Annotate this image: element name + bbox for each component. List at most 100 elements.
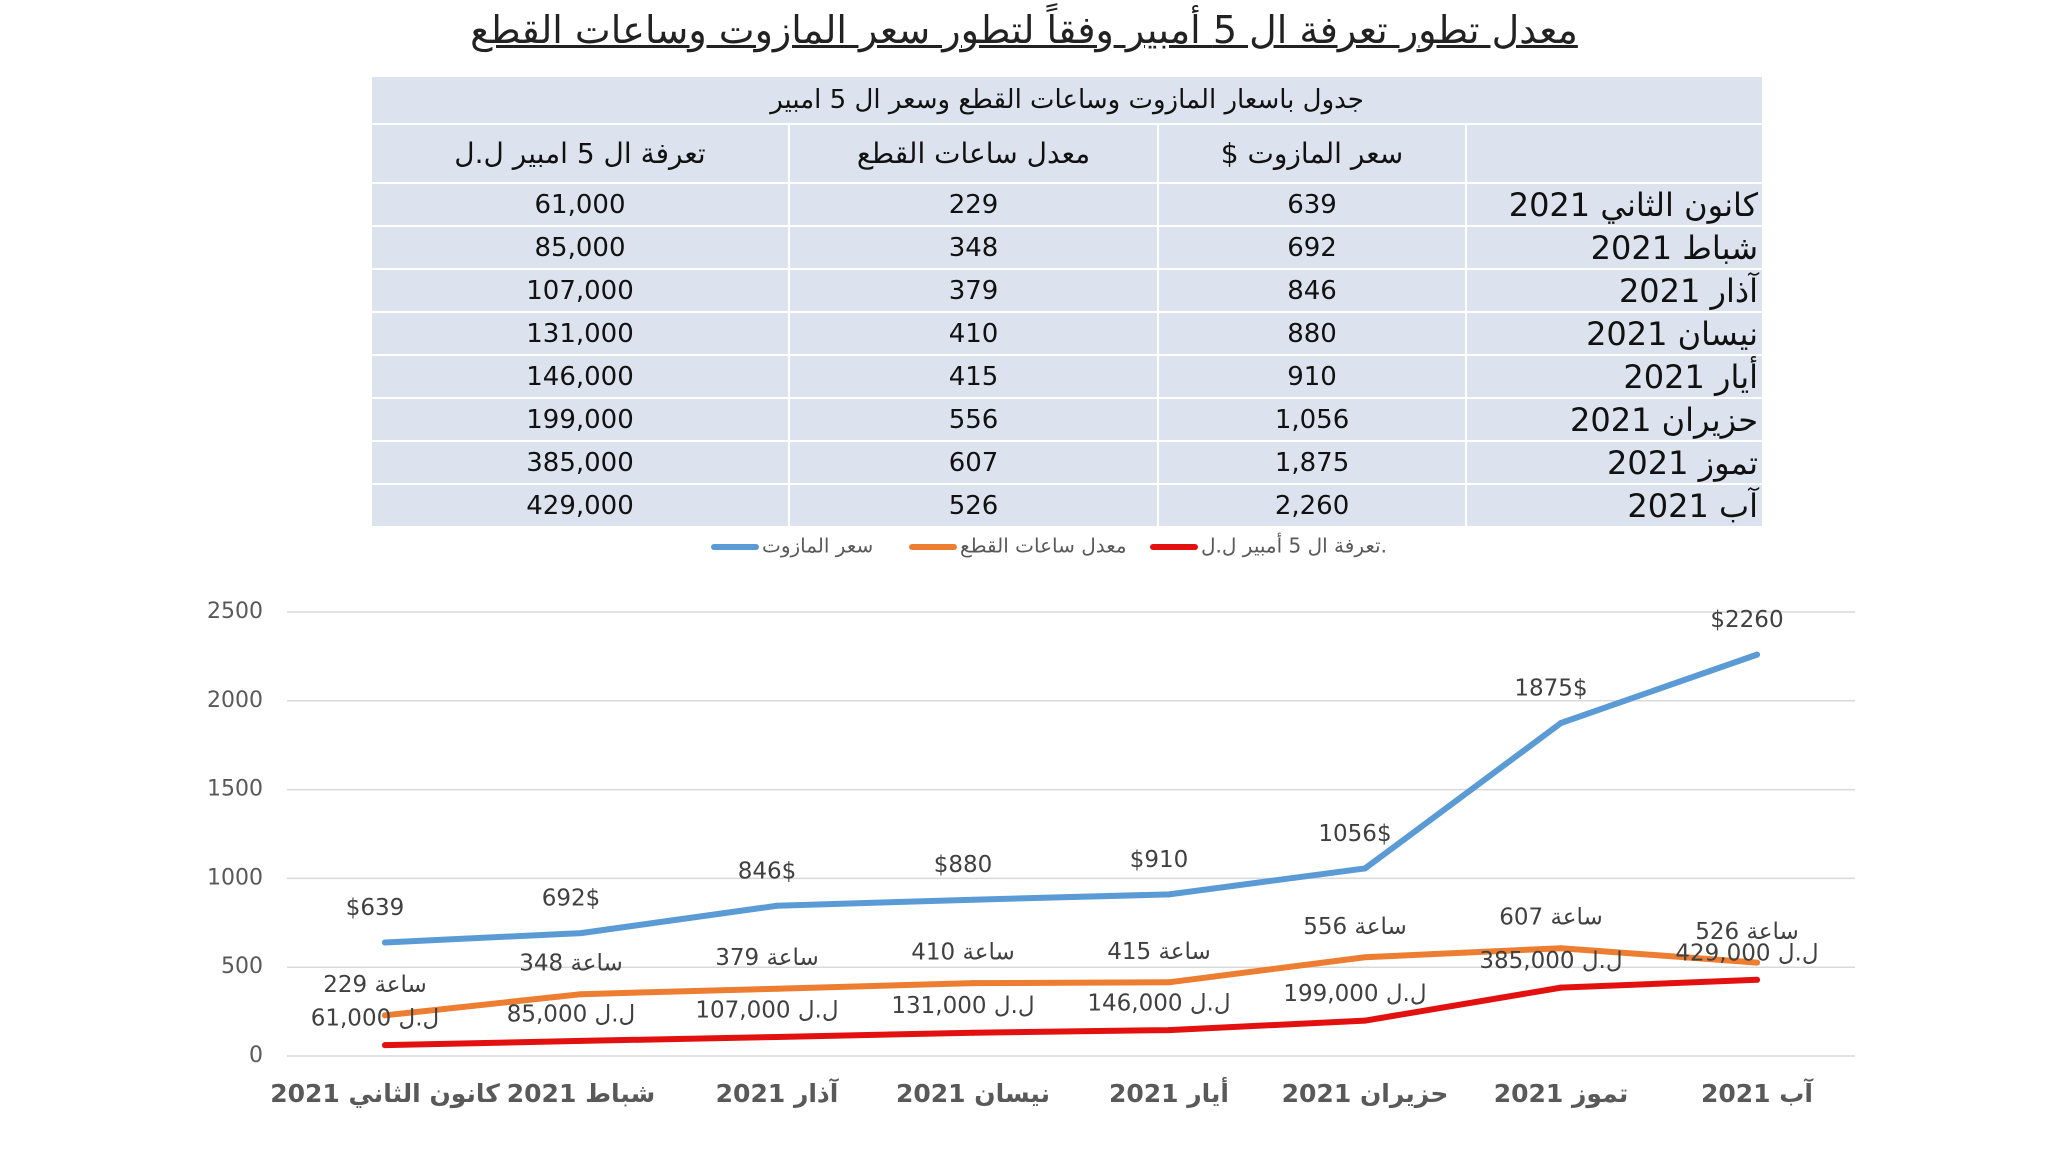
data-point xyxy=(970,980,976,987)
data-point xyxy=(382,939,388,946)
value-cell: 199,000 xyxy=(369,397,791,442)
table-caption: جدول باسعار المازوت وساعات القطع وسعر ال… xyxy=(369,75,1765,125)
data-label: $910 xyxy=(1130,847,1189,873)
header-cell xyxy=(1465,123,1765,184)
data-label: 556 ساعة xyxy=(1303,914,1407,940)
value-cell: 229 xyxy=(788,182,1160,227)
x-tick-label: تموز 2021 xyxy=(1494,1079,1629,1109)
value-cell: 415 xyxy=(788,354,1160,399)
y-tick-label: 1000 xyxy=(207,865,263,890)
y-tick-label: 0 xyxy=(249,1043,263,1068)
legend-label: سعر المازوت xyxy=(762,534,873,558)
table-row: آب 2021 2,260 526 429,000 xyxy=(369,483,1765,528)
table-body: جدول باسعار المازوت وساعات القطع وسعر ال… xyxy=(369,75,1765,528)
data-point xyxy=(578,991,584,998)
data-label: ل.ل 146,000 xyxy=(1087,991,1230,1017)
value-cell: 692 xyxy=(1157,225,1468,270)
month-cell: تموز 2021 xyxy=(1465,440,1765,485)
value-cell: 880 xyxy=(1157,311,1468,356)
month-cell: أيار 2021 xyxy=(1465,354,1765,399)
value-cell: 1,875 xyxy=(1157,440,1468,485)
value-cell: 107,000 xyxy=(369,268,791,313)
x-tick-label: أيار 2021 xyxy=(1109,1077,1229,1108)
value-cell: 410 xyxy=(788,311,1160,356)
data-point xyxy=(1362,865,1368,872)
data-point xyxy=(1362,1017,1368,1024)
table-row: أيار 2021 910 415 146,000 xyxy=(369,354,1765,399)
data-point xyxy=(1754,959,1760,966)
data-label: 410 ساعة xyxy=(911,940,1015,966)
value-cell: 526 xyxy=(788,483,1160,528)
header-cell: سعر المازوت $ xyxy=(1157,123,1468,184)
table-row: آذار 2021 846 379 107,000 xyxy=(369,268,1765,313)
value-cell: 607 xyxy=(788,440,1160,485)
month-cell: شباط 2021 xyxy=(1465,225,1765,270)
value-cell: 429,000 xyxy=(369,483,791,528)
x-tick-label: شباط 2021 xyxy=(507,1079,655,1108)
data-table: جدول باسعار المازوت وساعات القطع وسعر ال… xyxy=(369,75,1765,528)
data-point xyxy=(1558,945,1564,952)
table-row: شباط 2021 692 348 85,000 xyxy=(369,225,1765,270)
data-point xyxy=(970,896,976,903)
data-point xyxy=(578,930,584,937)
data-label: 348 ساعة xyxy=(519,951,623,977)
value-cell: 846 xyxy=(1157,268,1468,313)
value-cell: 385,000 xyxy=(369,440,791,485)
data-label: 229 ساعة xyxy=(323,972,427,998)
legend-label: معدل ساعات القطع xyxy=(960,534,1127,558)
data-label: ل.ل 107,000 xyxy=(695,997,838,1023)
data-point xyxy=(382,1012,388,1019)
x-tick-label: كانون الثاني 2021 xyxy=(270,1079,500,1109)
month-cell: حزيران 2021 xyxy=(1465,397,1765,442)
value-cell: 379 xyxy=(788,268,1160,313)
value-cell: 2,260 xyxy=(1157,483,1468,528)
data-label: 526 ساعة xyxy=(1695,919,1799,945)
data-label: 415 ساعة xyxy=(1107,939,1211,965)
data-label: 1056$ xyxy=(1318,821,1391,847)
y-tick-label: 1500 xyxy=(207,777,263,802)
data-label: 1875$ xyxy=(1514,676,1587,702)
data-point xyxy=(970,1029,976,1036)
data-label: ل.ل 199,000 xyxy=(1283,981,1426,1007)
caption-row: جدول باسعار المازوت وساعات القطع وسعر ال… xyxy=(369,75,1765,125)
month-cell: كانون الثاني 2021 xyxy=(1465,182,1765,227)
month-cell: نيسان 2021 xyxy=(1465,311,1765,356)
data-point xyxy=(1558,984,1564,991)
value-cell: 639 xyxy=(1157,182,1468,227)
data-point xyxy=(774,902,780,909)
series-line xyxy=(382,945,1760,1019)
data-label: 379 ساعة xyxy=(715,945,819,971)
header-cell: تعرفة ال 5 امبير ل.ل xyxy=(369,123,791,184)
x-tick-label: نيسان 2021 xyxy=(896,1079,1050,1108)
value-cell: 1,056 xyxy=(1157,397,1468,442)
header-row: سعر المازوت $ معدل ساعات القطع تعرفة ال 5 … xyxy=(369,123,1765,184)
data-point xyxy=(1166,979,1172,986)
y-tick-label: 500 xyxy=(221,954,263,979)
value-cell: 61,000 xyxy=(369,182,791,227)
data-label: 692$ xyxy=(542,886,601,912)
table-row: نيسان 2021 880 410 131,000 xyxy=(369,311,1765,356)
value-cell: 131,000 xyxy=(369,311,791,356)
x-tick-label: آذار 2021 xyxy=(716,1078,840,1108)
data-label: ل.ل 131,000 xyxy=(891,993,1034,1019)
data-label: ل.ل 385,000 xyxy=(1479,948,1622,974)
data-point xyxy=(1166,891,1172,898)
table-row: كانون الثاني 2021 639 229 61,000 xyxy=(369,182,1765,227)
legend-label: تعرفة ال 5 أمبير ل.ل. xyxy=(1201,533,1387,558)
value-cell: 146,000 xyxy=(369,354,791,399)
value-cell: 910 xyxy=(1157,354,1468,399)
data-point xyxy=(382,1042,388,1049)
data-point xyxy=(1166,1027,1172,1034)
value-cell: 85,000 xyxy=(369,225,791,270)
data-label: $2260 xyxy=(1710,607,1783,633)
data-point xyxy=(774,985,780,992)
x-tick-label: حزيران 2021 xyxy=(1282,1079,1449,1109)
data-label: $880 xyxy=(934,852,993,878)
data-label: $639 xyxy=(346,895,405,921)
data-point xyxy=(1754,976,1760,983)
data-point xyxy=(774,1033,780,1040)
y-tick-label: 2500 xyxy=(207,599,263,624)
month-cell: آذار 2021 xyxy=(1465,268,1765,313)
series-line xyxy=(382,976,1760,1049)
data-label: 607 ساعة xyxy=(1499,905,1603,931)
